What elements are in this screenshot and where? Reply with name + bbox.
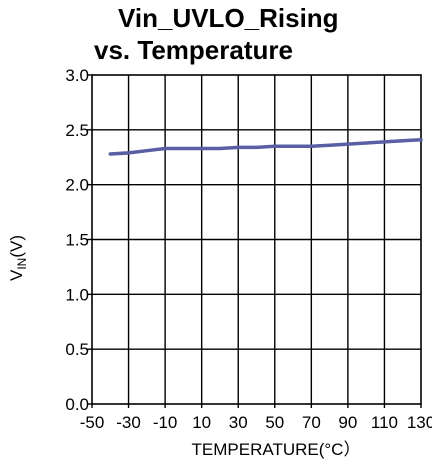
x-tick-label: -10 <box>153 413 178 432</box>
chart-title-line-1: Vin_UVLO_Rising <box>118 3 339 33</box>
x-tick-label: 50 <box>265 413 284 432</box>
plot-frame <box>91 74 422 405</box>
x-tick-label: -30 <box>116 413 141 432</box>
y-axis-label-unit: (V) <box>7 235 26 258</box>
y-tick-label: 1.0 <box>65 285 89 304</box>
y-axis-label: VIN(V) <box>7 235 29 281</box>
y-axis-label-main: V <box>7 269 26 281</box>
y-tick-label: 0.5 <box>65 340 89 359</box>
x-tick-labels: -50 -30 -10 10 30 50 70 90 110 130 <box>80 413 432 432</box>
y-axis-label-sub: IN <box>15 258 29 270</box>
series-line-0 <box>108 137 423 156</box>
y-tick-label: 2.5 <box>65 121 89 140</box>
x-tick-label: 70 <box>302 413 321 432</box>
y-tick-labels: 0.0 0.5 1.0 1.5 2.0 2.5 3.0 <box>65 66 89 414</box>
x-axis-label: TEMPERATURE(°C） <box>192 440 361 459</box>
x-tick-label: -50 <box>80 413 105 432</box>
x-tick-label: 110 <box>371 413 398 432</box>
y-tick-label: 3.0 <box>65 66 89 85</box>
y-tick-label: 2.0 <box>65 176 89 195</box>
x-tick-label: 130 <box>407 413 432 432</box>
series-layer <box>108 137 423 156</box>
x-tick-label: 10 <box>192 413 211 432</box>
y-tick-label: 0.0 <box>65 395 89 414</box>
chart-title-line-2: vs. Temperature <box>94 35 293 65</box>
x-tick-label: 30 <box>229 413 248 432</box>
x-tick-label: 90 <box>338 413 357 432</box>
grid <box>87 74 422 408</box>
y-tick-label: 1.5 <box>65 231 89 250</box>
